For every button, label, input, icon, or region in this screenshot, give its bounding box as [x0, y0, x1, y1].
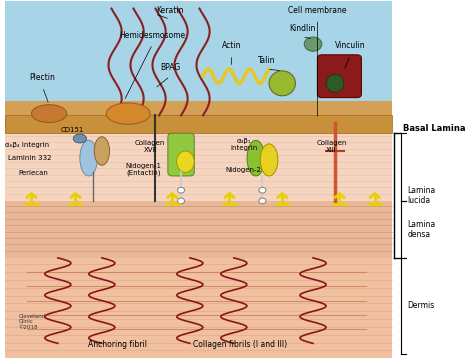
Text: Basal Lamina: Basal Lamina: [403, 124, 466, 133]
Text: Actin: Actin: [222, 41, 241, 50]
Text: Anchoring fibril: Anchoring fibril: [88, 340, 147, 349]
Text: Collagen
XVII: Collagen XVII: [135, 140, 165, 153]
Bar: [5, 133, 392, 201]
Ellipse shape: [177, 151, 194, 172]
Circle shape: [259, 187, 266, 193]
Ellipse shape: [304, 37, 322, 51]
Text: Vinculin: Vinculin: [335, 41, 366, 50]
Ellipse shape: [73, 134, 86, 143]
Text: Hemidesmosome: Hemidesmosome: [119, 31, 185, 40]
Text: Laminin 332: Laminin 332: [9, 155, 52, 161]
Bar: [5, 1, 392, 101]
Text: Lamina
lucida: Lamina lucida: [408, 186, 436, 205]
Circle shape: [178, 187, 184, 193]
Text: Nidogen-1
(Entactin): Nidogen-1 (Entactin): [126, 163, 162, 176]
Text: Dermis: Dermis: [408, 302, 435, 311]
Ellipse shape: [31, 105, 67, 122]
Text: BPAG: BPAG: [160, 63, 180, 72]
Ellipse shape: [80, 140, 98, 176]
Text: Nidogen-2: Nidogen-2: [226, 167, 262, 173]
Text: α₆β₄ integrin: α₆β₄ integrin: [5, 141, 49, 148]
Text: Plectin: Plectin: [29, 74, 55, 83]
Text: Talin: Talin: [258, 56, 275, 65]
Text: Cleveland
Clinic
©2018: Cleveland Clinic ©2018: [18, 314, 46, 330]
Circle shape: [178, 198, 184, 204]
Text: Collagen
XIII: Collagen XIII: [316, 140, 346, 153]
Ellipse shape: [260, 144, 278, 176]
Text: Keratin: Keratin: [156, 6, 184, 15]
Circle shape: [259, 198, 266, 204]
Polygon shape: [5, 101, 392, 133]
Ellipse shape: [106, 103, 150, 124]
Ellipse shape: [247, 140, 264, 176]
Text: Kindlin: Kindlin: [289, 24, 315, 33]
Ellipse shape: [326, 74, 344, 92]
Text: α₃β₁
integrin: α₃β₁ integrin: [230, 138, 257, 151]
Text: Collagen fibrils (I and III): Collagen fibrils (I and III): [193, 340, 288, 349]
Text: CD151: CD151: [60, 127, 83, 133]
Text: Perlecan: Perlecan: [19, 170, 49, 176]
Bar: [5, 115, 392, 133]
Bar: [5, 258, 392, 358]
Text: Cell membrane: Cell membrane: [288, 6, 346, 15]
Text: Lamina
densa: Lamina densa: [408, 220, 436, 239]
Bar: [5, 201, 392, 258]
FancyBboxPatch shape: [318, 55, 361, 98]
FancyBboxPatch shape: [168, 133, 194, 176]
Ellipse shape: [94, 137, 109, 165]
Ellipse shape: [269, 71, 295, 96]
